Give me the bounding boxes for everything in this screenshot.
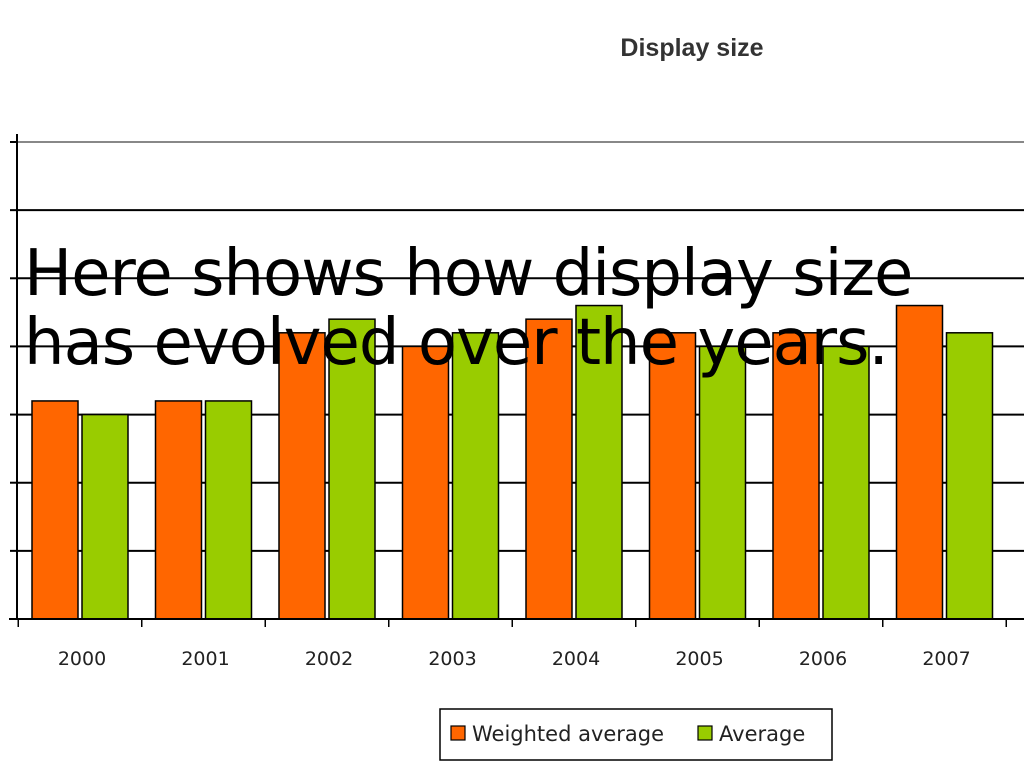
legend: Weighted average Average: [439, 708, 833, 761]
legend-label-weighted-average: Weighted average: [472, 722, 664, 746]
bar-average-2001: [204, 400, 253, 620]
bar-weighted-average-2005: [648, 332, 697, 620]
bar-weighted-average-2006: [772, 332, 820, 620]
bar-average-2006: [822, 345, 870, 620]
x-tick-label-2006: 2006: [799, 648, 847, 670]
bar-weighted-average-2007: [895, 304, 944, 620]
axes: [9, 134, 1024, 627]
legend-swatch-average: [697, 725, 713, 741]
bar-average-2002: [328, 318, 376, 620]
bar-weighted-average-2003: [401, 345, 450, 620]
bar-average-2005: [698, 345, 747, 620]
bar-average-2004: [575, 304, 623, 620]
x-tick-label-2004: 2004: [552, 648, 600, 670]
bar-average-2003: [451, 332, 500, 620]
legend-label-average: Average: [719, 722, 805, 746]
bar-average-2007: [945, 332, 994, 620]
x-tick-labels: 2000 2001 2002 2003 2004 2005 2006 2007: [58, 648, 971, 670]
x-tick-label-2005: 2005: [675, 648, 723, 670]
bars: [31, 304, 994, 620]
x-tick-label-2002: 2002: [305, 648, 353, 670]
legend-swatch-weighted-average: [450, 725, 466, 741]
x-tick-label-2000: 2000: [58, 648, 106, 670]
x-tick-label-2001: 2001: [181, 648, 229, 670]
legend-box: [439, 708, 833, 761]
chart-title: Display size: [620, 34, 763, 62]
x-tick-label-2003: 2003: [428, 648, 476, 670]
bar-average-2000: [81, 413, 129, 620]
bar-weighted-average-2002: [278, 332, 326, 620]
bar-weighted-average-2001: [154, 400, 203, 620]
overlay-caption: Here shows how display size has evolved …: [24, 237, 913, 381]
x-tick-label-2007: 2007: [922, 648, 970, 670]
bar-weighted-average-2000: [31, 400, 79, 620]
